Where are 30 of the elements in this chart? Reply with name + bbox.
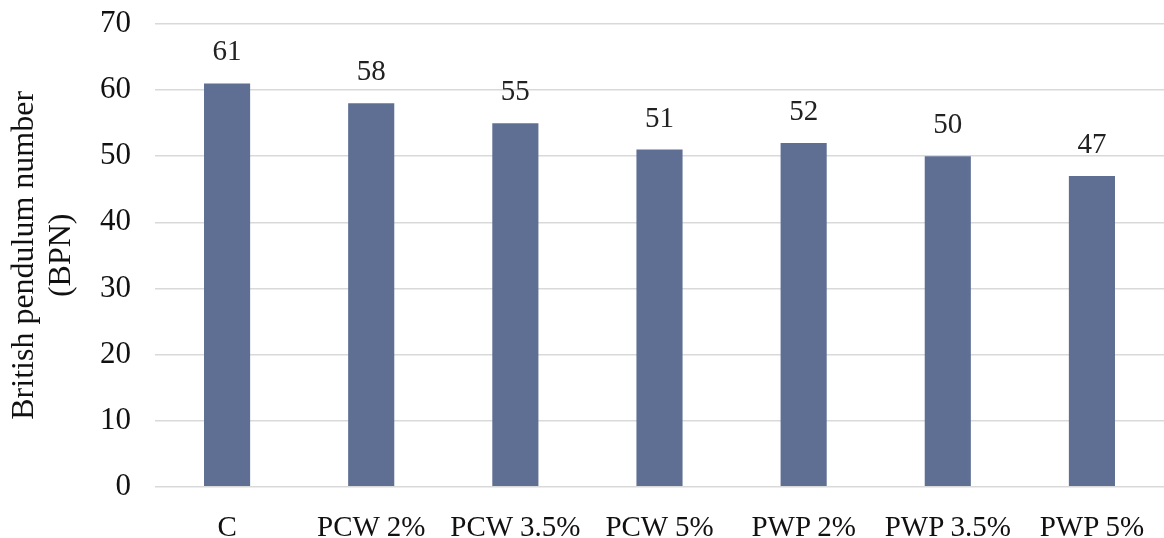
y-tick-label: 30 xyxy=(100,268,131,304)
bar xyxy=(636,149,683,486)
y-tick-label: 10 xyxy=(100,400,131,436)
y-axis-title: British pendulum number (BPN) xyxy=(3,90,77,420)
y-tick-label: 60 xyxy=(100,70,131,106)
x-tick-label: PCW 5% xyxy=(605,509,714,538)
data-label: 61 xyxy=(212,34,242,67)
x-tick-label: PWP 2% xyxy=(751,509,856,538)
x-tick-label: PCW 3.5% xyxy=(450,509,581,538)
data-label: 55 xyxy=(500,74,530,107)
bar xyxy=(780,142,827,486)
bar xyxy=(348,103,395,486)
bar xyxy=(924,156,971,486)
bar xyxy=(492,123,539,486)
data-label: 51 xyxy=(645,100,674,133)
x-tick-label: PWP 5% xyxy=(1039,509,1145,538)
y-tick-label: 40 xyxy=(100,202,131,238)
data-label: 50 xyxy=(933,107,963,140)
bar xyxy=(1068,176,1115,486)
y-tick-label: 0 xyxy=(115,466,131,502)
y-tick-label: 20 xyxy=(100,334,131,370)
x-tick-label: C xyxy=(217,509,237,538)
y-tick-label: 50 xyxy=(100,136,131,172)
bar xyxy=(204,83,251,486)
x-tick-label: PWP 3.5% xyxy=(884,509,1011,538)
y-tick-label: 70 xyxy=(100,4,131,40)
x-tick-label: PCW 2% xyxy=(317,509,426,538)
data-label: 58 xyxy=(356,54,386,87)
data-label: 47 xyxy=(1077,127,1107,160)
data-label: 52 xyxy=(789,93,819,126)
